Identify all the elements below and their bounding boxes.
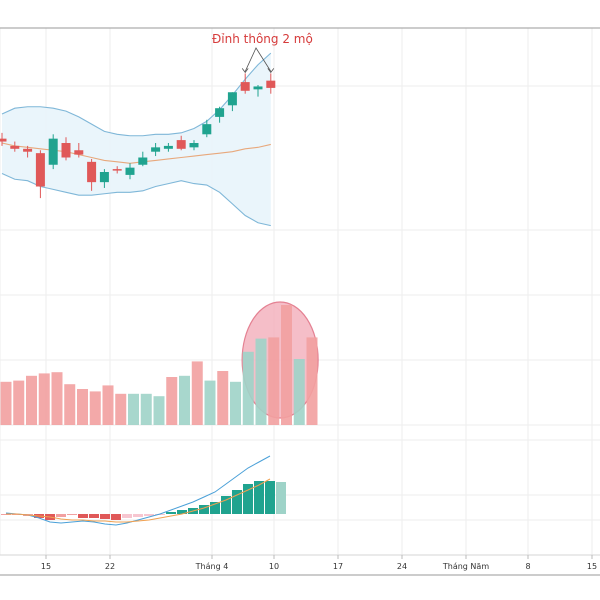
candle-body	[23, 148, 33, 152]
macd-histogram-bar	[78, 514, 88, 518]
candle-body	[227, 92, 237, 106]
volume-bar	[204, 380, 216, 425]
candle-body	[74, 150, 84, 155]
macd-line	[5, 455, 271, 526]
macd-histogram-bar	[67, 514, 77, 515]
candle-body	[189, 143, 199, 148]
volume-bar	[217, 371, 229, 425]
volume-bar	[191, 361, 203, 425]
x-tick-label: 15	[587, 562, 597, 571]
x-tick-label: Tháng 4	[195, 562, 229, 571]
macd-panel	[1, 455, 286, 526]
macd-histogram-bar	[232, 490, 242, 514]
candle-body	[266, 80, 276, 88]
bollinger-lower-line	[1, 172, 271, 227]
volume-bar	[64, 384, 76, 425]
macd-histogram-bar	[221, 496, 231, 514]
volume-bar	[268, 337, 280, 425]
bollinger-band-fill	[2, 53, 271, 226]
macd-histogram-bar	[89, 514, 99, 518]
candle-body	[87, 161, 97, 183]
candle-body	[176, 140, 186, 149]
volume-bar	[128, 393, 139, 425]
candle-body	[253, 86, 263, 90]
macd-histogram-bar	[243, 484, 253, 514]
signal-line	[6, 478, 271, 523]
volume-bar	[166, 377, 178, 425]
volume-bar	[306, 337, 318, 425]
x-axis: 15 22 Tháng 4 10 17 24 Tháng Năm 8 15	[41, 555, 597, 571]
volume-bar	[13, 380, 25, 425]
bollinger-upper-line	[1, 52, 272, 137]
macd-histogram-bar	[111, 514, 121, 520]
volume-bar	[281, 305, 292, 425]
x-tick-label: 17	[333, 562, 343, 571]
volume-bar	[102, 385, 114, 425]
candle-body	[48, 138, 58, 165]
x-tick-label: 10	[269, 562, 279, 571]
volume-bar	[115, 393, 127, 425]
annotation-label: Đỉnh thông 2 mộ	[212, 32, 313, 46]
candle-body	[163, 145, 173, 149]
candle-body	[35, 153, 45, 187]
macd-histogram-bar	[254, 481, 264, 514]
candle-body	[151, 147, 161, 152]
macd-histogram-bar	[144, 514, 154, 516]
macd-histogram-bar	[177, 510, 187, 514]
macd-histogram-bar	[56, 514, 66, 517]
volume-bar	[255, 338, 267, 425]
candle-body	[215, 108, 225, 117]
arrow-head-right	[267, 68, 275, 74]
volume-panel	[0, 301, 319, 425]
candle-body	[138, 157, 148, 165]
x-tick-label: 8	[525, 562, 530, 571]
macd-histogram-bar	[100, 514, 110, 519]
volume-bar	[230, 381, 241, 425]
candle-body	[125, 167, 135, 175]
volume-bar	[89, 391, 101, 425]
candle-body	[99, 172, 109, 183]
macd-histogram-bar	[210, 502, 220, 514]
x-tick-label: 22	[105, 562, 115, 571]
arrow-head-left	[241, 68, 249, 74]
volume-bar	[26, 375, 37, 425]
volume-bar	[51, 372, 63, 425]
moving-average-line	[1, 142, 271, 164]
price-panel	[0, 52, 276, 227]
volume-bar	[77, 389, 88, 425]
volume-bar	[153, 396, 165, 425]
volume-bar	[293, 359, 305, 425]
x-tick-label: Tháng Năm	[442, 562, 489, 571]
macd-histogram-bar	[166, 512, 176, 514]
candle-body	[10, 145, 20, 149]
macd-histogram-bar	[265, 481, 275, 514]
volume-bar	[38, 373, 50, 425]
candle-body	[61, 143, 71, 158]
volume-bar	[0, 381, 12, 425]
volume-bar	[179, 375, 190, 425]
x-tick-label: 15	[41, 562, 51, 571]
annotation-arrow-lines	[244, 47, 272, 72]
x-tick-label: 24	[397, 562, 407, 571]
candle-body	[240, 82, 250, 91]
macd-histogram-bar	[122, 514, 132, 518]
volume-bar	[242, 351, 254, 425]
macd-histogram-bar	[199, 505, 209, 514]
candle-body	[202, 124, 212, 135]
candle-body	[112, 169, 122, 171]
macd-histogram-bar	[133, 514, 143, 517]
candle-body	[0, 138, 7, 142]
volume-bar	[140, 393, 152, 425]
annotation-arrows	[241, 47, 275, 74]
macd-histogram-bar	[276, 482, 286, 514]
